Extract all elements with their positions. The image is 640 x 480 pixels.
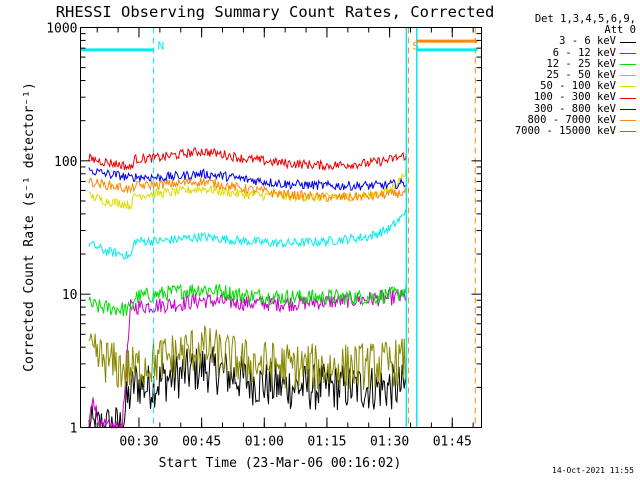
legend-header-line-2: Att 0 — [604, 24, 636, 37]
x-axis: 00:30 00:45 01:00 01:15 01:30 01:45 — [96, 27, 474, 450]
series-layer — [88, 147, 407, 430]
series-line — [88, 209, 407, 260]
annotation-label: N — [158, 40, 165, 53]
series-line — [88, 167, 407, 191]
generation-timestamp: 14-Oct-2021 11:55 — [552, 466, 634, 475]
x-tick-label: 01:30 — [370, 435, 409, 450]
legend-entry: 800 - 7000 keV — [484, 113, 636, 126]
legend-entry: 300 - 800 keV — [484, 102, 636, 115]
y-tick-label: 10 — [62, 288, 78, 303]
x-tick-label: 01:45 — [433, 435, 472, 450]
legend-swatch — [620, 63, 636, 65]
legend-entry-label: 800 - 7000 keV — [527, 113, 616, 126]
y-axis-label: Corrected Count Rate (s⁻¹ detector⁻¹) — [22, 82, 37, 372]
legend-swatch — [620, 52, 636, 54]
legend-entry: 12 - 25 keV — [484, 57, 636, 70]
legend-entry: 6 - 12 keV — [484, 46, 636, 59]
legend-swatch — [620, 86, 636, 88]
x-tick-label: 01:00 — [245, 435, 284, 450]
legend-entry-label: 12 - 25 keV — [546, 57, 616, 70]
legend-swatch — [620, 119, 636, 121]
legend-entry-label: 3 - 6 keV — [559, 35, 616, 48]
x-axis-label: Start Time (23-Mar-06 00:16:02) — [159, 456, 402, 471]
legend-swatch — [620, 108, 636, 110]
legend-swatch — [620, 41, 636, 43]
legend-rows: 3 - 6 keV 6 - 12 keV 12 - 25 keV 25 - 50 ke… — [484, 36, 636, 137]
legend-entry-label: 50 - 100 keV — [540, 80, 616, 93]
legend-entry: 25 - 50 keV — [484, 69, 636, 82]
series-line — [88, 346, 407, 428]
legend-swatch — [620, 75, 636, 77]
legend: Det 1,3,4,5,6,9, Att 0 3 - 6 keV 6 - 12 k… — [484, 13, 636, 137]
y-axis: 1 10 100 1000 — [46, 22, 482, 437]
series-line — [88, 289, 407, 430]
legend-swatch — [620, 131, 636, 133]
y-tick-label: 1 — [70, 422, 78, 437]
x-tick-label: 00:30 — [119, 435, 158, 450]
chart-title: RHESSI Observing Summary Count Rates, Co… — [56, 3, 495, 21]
legend-entry: 3 - 6 keV — [484, 36, 636, 47]
series-line — [88, 281, 407, 317]
legend-entry: 50 - 100 keV — [484, 81, 636, 92]
series-line — [88, 325, 407, 391]
series-line — [88, 177, 407, 203]
legend-entry-label: 300 - 800 keV — [533, 102, 616, 115]
legend-entry-label: 25 - 50 keV — [546, 69, 616, 82]
legend-entry-label: 100 - 300 keV — [533, 91, 616, 104]
y-tick-label: 100 — [54, 155, 77, 170]
x-tick-label: 01:15 — [307, 435, 346, 450]
legend-entry: 7000 - 15000 keV — [484, 125, 636, 138]
legend-entry-label: 6 - 12 keV — [552, 46, 616, 59]
annotation-label: S — [412, 40, 419, 53]
legend-entry-label: 7000 - 15000 keV — [514, 125, 616, 138]
legend-swatch — [620, 97, 636, 99]
plot-frame — [80, 27, 482, 428]
series-line — [88, 147, 407, 172]
legend-header-line-1: Det 1,3,4,5,6,9, — [534, 13, 636, 25]
y-tick-label: 1000 — [46, 22, 77, 37]
legend-entry: 100 - 300 keV — [484, 92, 636, 103]
x-tick-label: 00:45 — [182, 435, 221, 450]
